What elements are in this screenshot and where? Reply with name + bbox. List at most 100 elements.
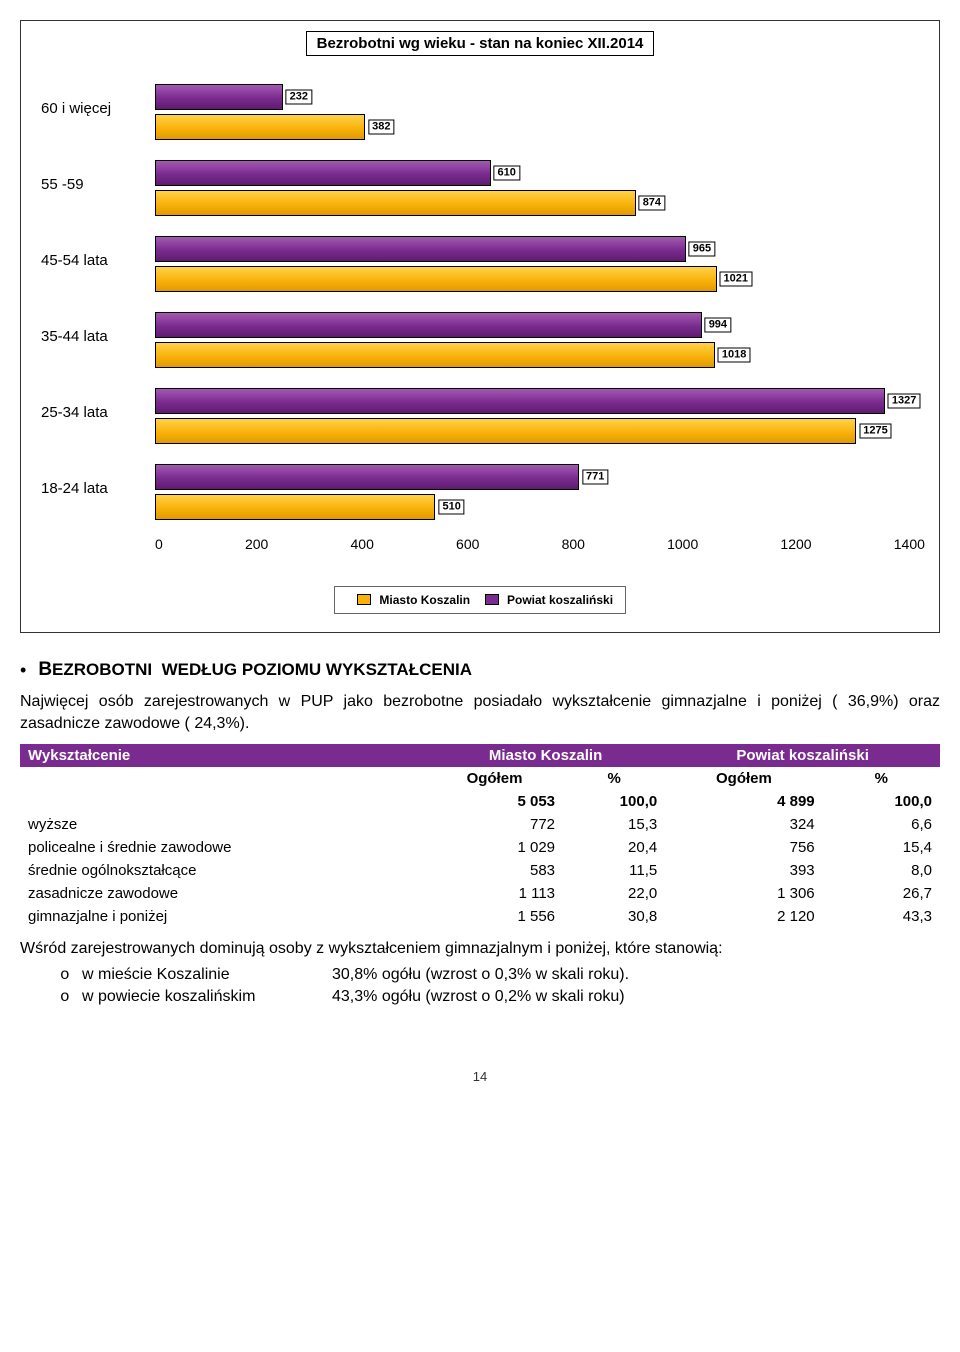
x-tick: 1400 bbox=[894, 536, 925, 552]
legend-label-orange: Miasto Koszalin bbox=[379, 593, 470, 607]
cell-value: 1 556 bbox=[426, 905, 563, 928]
chart-legend: Miasto Koszalin Powiat koszaliński bbox=[35, 586, 925, 614]
bar-value-label: 382 bbox=[368, 120, 394, 135]
legend-label-purple: Powiat koszaliński bbox=[507, 593, 613, 607]
bar-orange: 874 bbox=[155, 190, 636, 216]
x-tick: 600 bbox=[456, 536, 479, 552]
bar-value-label: 232 bbox=[286, 90, 312, 105]
th-ogolem2: Ogółem bbox=[665, 767, 822, 790]
cell-value: 393 bbox=[665, 859, 822, 882]
bar-value-label: 771 bbox=[582, 470, 608, 485]
cell-value: 324 bbox=[665, 813, 822, 836]
summary-list: w mieście Koszalinie30,8% ogółu (wzrost … bbox=[20, 964, 940, 1009]
chart-x-axis: 0 200 400 600 800 1000 1200 1400 bbox=[35, 536, 925, 552]
cell-value: 100,0 bbox=[823, 790, 940, 813]
chart-title: Bezrobotni wg wieku - stan na koniec XII… bbox=[306, 31, 655, 56]
cell-value: 100,0 bbox=[563, 790, 665, 813]
th-miasto: Miasto Koszalin bbox=[426, 744, 665, 767]
table-row: wyższe77215,33246,6 bbox=[20, 813, 940, 836]
legend-swatch-purple bbox=[485, 594, 499, 605]
cell-label: gimnazjalne i poniżej bbox=[20, 905, 426, 928]
bar-value-label: 510 bbox=[438, 500, 464, 515]
cell-value: 1 306 bbox=[665, 882, 822, 905]
table-row: 5 053100,04 899100,0 bbox=[20, 790, 940, 813]
cell-label: zasadnicze zawodowe bbox=[20, 882, 426, 905]
bar-value-label: 994 bbox=[705, 318, 731, 333]
bar-purple: 610 bbox=[155, 160, 491, 186]
bar-purple: 232 bbox=[155, 84, 283, 110]
th-powiat: Powiat koszaliński bbox=[665, 744, 940, 767]
cell-label: średnie ogólnokształcące bbox=[20, 859, 426, 882]
y-label: 18-24 lata bbox=[35, 450, 155, 526]
x-tick: 200 bbox=[245, 536, 268, 552]
x-tick: 1000 bbox=[667, 536, 698, 552]
y-label: 35-44 lata bbox=[35, 298, 155, 374]
th-pct1: % bbox=[563, 767, 665, 790]
chart-y-labels: 60 i więcej55 -5945-54 lata35-44 lata25-… bbox=[35, 70, 155, 530]
cell-value: 2 120 bbox=[665, 905, 822, 928]
chart-bars: 232 382 610 874 965 1021 994 1018 1327 1275 771 510 bbox=[155, 70, 925, 530]
bar-purple: 965 bbox=[155, 236, 686, 262]
th-edu: Wykształcenie bbox=[20, 744, 426, 767]
x-tick: 1200 bbox=[780, 536, 811, 552]
y-label: 45-54 lata bbox=[35, 222, 155, 298]
cell-label: policealne i średnie zawodowe bbox=[20, 836, 426, 859]
cell-value: 20,4 bbox=[563, 836, 665, 859]
cell-value: 26,7 bbox=[823, 882, 940, 905]
legend-swatch-orange bbox=[357, 594, 371, 605]
education-table: Wykształcenie Miasto Koszalin Powiat kos… bbox=[20, 744, 940, 928]
y-label: 55 -59 bbox=[35, 146, 155, 222]
table-row: policealne i średnie zawodowe1 02920,475… bbox=[20, 836, 940, 859]
x-tick: 400 bbox=[351, 536, 374, 552]
bar-orange: 1021 bbox=[155, 266, 717, 292]
cell-value: 15,4 bbox=[823, 836, 940, 859]
cell-value: 583 bbox=[426, 859, 563, 882]
paragraph-intro: Najwięcej osób zarejestrowanych w PUP ja… bbox=[20, 691, 940, 734]
bar-orange: 510 bbox=[155, 494, 435, 520]
page-number: 14 bbox=[20, 1069, 940, 1084]
bar-value-label: 610 bbox=[494, 166, 520, 181]
th-ogolem1: Ogółem bbox=[426, 767, 563, 790]
cell-label bbox=[20, 790, 426, 813]
table-row: średnie ogólnokształcące58311,53938,0 bbox=[20, 859, 940, 882]
bar-value-label: 965 bbox=[689, 242, 715, 257]
paragraph-summary: Wśród zarejestrowanych dominują osoby z … bbox=[20, 938, 940, 960]
cell-value: 772 bbox=[426, 813, 563, 836]
cell-value: 6,6 bbox=[823, 813, 940, 836]
cell-value: 22,0 bbox=[563, 882, 665, 905]
cell-value: 8,0 bbox=[823, 859, 940, 882]
bar-orange: 1275 bbox=[155, 418, 856, 444]
bar-value-label: 1327 bbox=[888, 394, 920, 409]
bar-value-label: 1021 bbox=[720, 272, 752, 287]
cell-value: 5 053 bbox=[426, 790, 563, 813]
y-label: 25-34 lata bbox=[35, 374, 155, 450]
bar-value-label: 874 bbox=[639, 196, 665, 211]
x-tick: 0 bbox=[155, 536, 163, 552]
bar-value-label: 1275 bbox=[859, 424, 891, 439]
table-row: gimnazjalne i poniżej1 55630,82 12043,3 bbox=[20, 905, 940, 928]
x-tick: 800 bbox=[562, 536, 585, 552]
bar-purple: 771 bbox=[155, 464, 579, 490]
bar-value-label: 1018 bbox=[718, 348, 750, 363]
bar-orange: 1018 bbox=[155, 342, 715, 368]
bar-purple: 1327 bbox=[155, 388, 885, 414]
cell-value: 11,5 bbox=[563, 859, 665, 882]
cell-value: 1 029 bbox=[426, 836, 563, 859]
cell-value: 15,3 bbox=[563, 813, 665, 836]
table-row: zasadnicze zawodowe1 11322,01 30626,7 bbox=[20, 882, 940, 905]
cell-value: 43,3 bbox=[823, 905, 940, 928]
age-chart: Bezrobotni wg wieku - stan na koniec XII… bbox=[20, 20, 940, 633]
list-item: w mieście Koszalinie30,8% ogółu (wzrost … bbox=[60, 964, 940, 986]
section-heading: • BEZROBOTNI WEDŁUG POZIOMU WYKSZTAŁCENI… bbox=[20, 659, 940, 681]
cell-value: 1 113 bbox=[426, 882, 563, 905]
list-item: w powiecie koszalińskim43,3% ogółu (wzro… bbox=[60, 986, 940, 1008]
bar-purple: 994 bbox=[155, 312, 702, 338]
cell-label: wyższe bbox=[20, 813, 426, 836]
y-label: 60 i więcej bbox=[35, 70, 155, 146]
cell-value: 756 bbox=[665, 836, 822, 859]
th-pct2: % bbox=[823, 767, 940, 790]
bar-orange: 382 bbox=[155, 114, 365, 140]
cell-value: 30,8 bbox=[563, 905, 665, 928]
bullet-icon: • bbox=[20, 661, 26, 679]
cell-value: 4 899 bbox=[665, 790, 822, 813]
